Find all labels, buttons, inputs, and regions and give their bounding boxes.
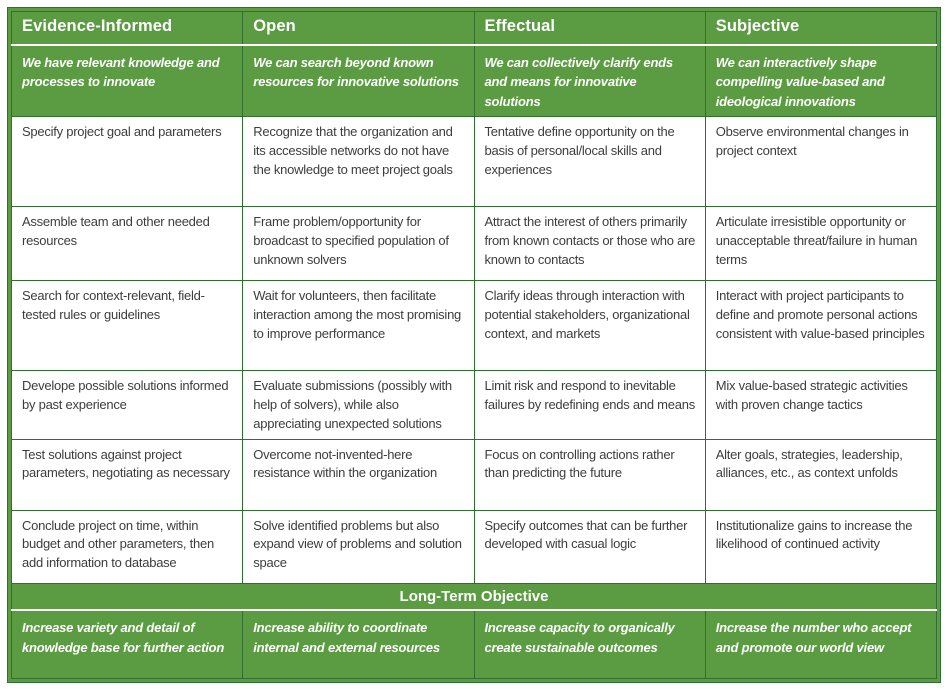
long-term-objective-header: Long-Term Objective (11, 582, 937, 612)
table-cell: Institutionalize gains to increase the l… (704, 509, 938, 584)
column-header-open: Open (242, 11, 475, 46)
table-row: Conclude project on time, within budget … (10, 509, 938, 584)
table-cell: Specify project goal and parameters (10, 116, 244, 207)
table-cell: Assemble team and other needed resources (10, 206, 244, 281)
table-cell: Search for context-relevant, field-teste… (10, 280, 244, 371)
table-row: Specify project goal and parameters Reco… (10, 116, 938, 207)
table-cell: Recognize that the organization and its … (242, 116, 475, 207)
table-cell: Attract the interest of others primarily… (473, 206, 706, 281)
column-header-row: Evidence-Informed Open Effectual Subject… (10, 11, 938, 46)
objective-cell-subjective: Increase the number who accept and promo… (704, 609, 938, 679)
table-cell: Overcome not-invented-here resistance wi… (242, 438, 475, 511)
table-cell: Conclude project on time, within budget … (10, 509, 244, 584)
column-header-evidence-informed: Evidence-Informed (10, 11, 244, 46)
table-cell: Clarify ideas through interaction with p… (473, 280, 706, 371)
table-cell: Evaluate submissions (possibly with help… (242, 370, 475, 440)
innovation-approaches-table: Evidence-Informed Open Effectual Subject… (10, 11, 938, 679)
table-cell: Interact with project participants to de… (704, 280, 938, 371)
table-cell: Specify outcomes that can be further dev… (473, 509, 706, 584)
column-subtitle-row: We have relevant knowledge and processes… (10, 44, 938, 117)
column-subtitle-evidence-informed: We have relevant knowledge and processes… (10, 44, 244, 117)
table-cell: Solve identified problems but also expan… (242, 509, 475, 584)
table-row: Assemble team and other needed resources… (10, 206, 938, 281)
table-cell: Frame problem/opportunity for broadcast … (242, 206, 475, 281)
table-cell: Develope possible solutions informed by … (10, 370, 244, 440)
column-subtitle-subjective: We can interactively shape compelling va… (704, 44, 938, 117)
table-cell: Test solutions against project parameter… (10, 438, 244, 511)
innovation-approaches-table-frame: Evidence-Informed Open Effectual Subject… (7, 7, 941, 683)
column-subtitle-effectual: We can collectively clarify ends and mea… (473, 44, 706, 117)
table-row: Develope possible solutions informed by … (10, 370, 938, 440)
table-row: Search for context-relevant, field-teste… (10, 280, 938, 371)
column-header-subjective: Subjective (704, 11, 938, 46)
column-subtitle-open: We can search beyond known resources for… (242, 44, 475, 117)
table-cell: Articulate irresistible opportunity or u… (704, 206, 938, 281)
column-header-effectual: Effectual (473, 11, 706, 46)
objective-cell-effectual: Increase capacity to organically create … (473, 609, 706, 679)
objective-row: Increase variety and detail of knowledge… (10, 609, 938, 679)
long-term-objective-banner-row: Long-Term Objective (11, 582, 937, 612)
table-cell: Alter goals, strategies, leadership, all… (704, 438, 938, 511)
objective-cell-evidence-informed: Increase variety and detail of knowledge… (10, 609, 244, 679)
table-row: Test solutions against project parameter… (10, 438, 938, 511)
table-cell: Mix value-based strategic activities wit… (704, 370, 938, 440)
table-cell: Tentative define opportunity on the basi… (473, 116, 706, 207)
objective-cell-open: Increase ability to coordinate internal … (242, 609, 475, 679)
table-cell: Focus on controlling actions rather than… (473, 438, 706, 511)
table-cell: Limit risk and respond to inevitable fai… (473, 370, 706, 440)
table-cell: Wait for volunteers, then facilitate int… (242, 280, 475, 371)
table-cell: Observe environmental changes in project… (704, 116, 938, 207)
